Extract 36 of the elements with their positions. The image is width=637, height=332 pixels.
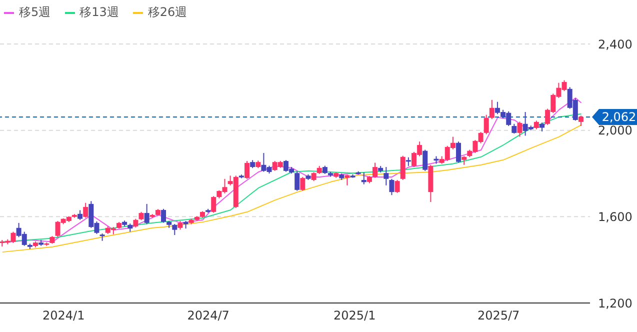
legend-label: 移26週: [148, 4, 188, 21]
candlestick: [244, 160, 250, 180]
candlestick: [161, 208, 166, 224]
y-tick-label: 1,200: [598, 296, 632, 310]
candlestick: [361, 172, 366, 185]
candlestick: [344, 174, 350, 186]
candlestick: [300, 176, 306, 192]
candlestick: [83, 202, 88, 218]
candlestick: [400, 155, 406, 180]
candlestick: [294, 170, 300, 192]
candlestick: [489, 99, 494, 120]
y-tick-label: 2,400: [598, 37, 632, 52]
candlestick: [389, 178, 394, 196]
candlestick: [78, 210, 83, 220]
legend-label: 移13週: [80, 4, 119, 21]
candlestick: [211, 196, 216, 214]
candlestick: [484, 114, 489, 135]
candlestick: [172, 224, 178, 236]
candlestick: [456, 141, 462, 164]
x-tick-label: 2024/1: [42, 308, 85, 323]
candlestick: [578, 115, 584, 127]
x-tick-label: 2025/1: [334, 308, 376, 323]
candlestick: [512, 123, 517, 134]
y-tick-label: 1,600: [598, 210, 632, 224]
candlestick: [422, 149, 428, 172]
y-tick-label: 2,000: [598, 124, 632, 138]
candlestick: [394, 179, 400, 194]
candlestick: [517, 121, 522, 138]
candlestick: [372, 162, 378, 178]
ref-line-label: 2,062: [602, 110, 636, 124]
legend-label: 移5週: [19, 4, 51, 21]
candlestick: [384, 166, 389, 186]
line-series: [2, 124, 582, 253]
x-tick-label: 2024/7: [187, 308, 230, 323]
candlestick: [144, 203, 150, 225]
x-tick-label: 2025/7: [477, 308, 520, 323]
